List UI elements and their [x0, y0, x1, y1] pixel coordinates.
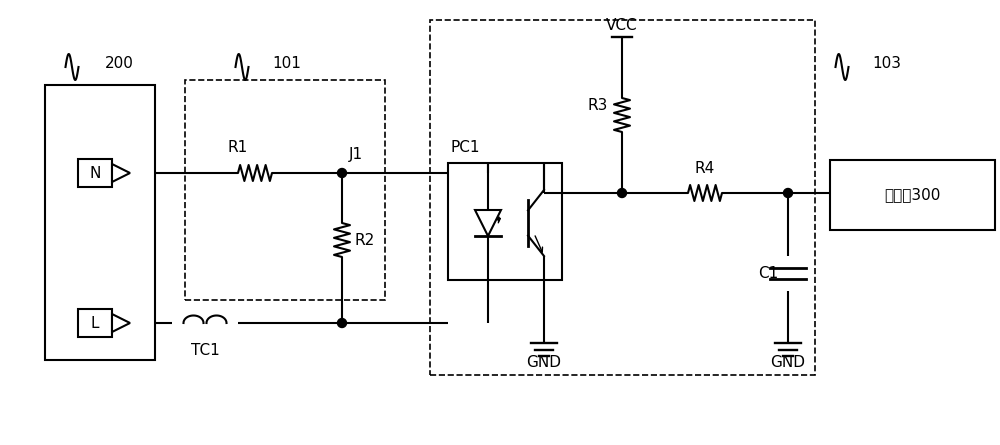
Text: R4: R4 — [695, 161, 715, 176]
Bar — [45, 85, 155, 360]
Text: 103: 103 — [872, 56, 901, 70]
Bar — [78, 159, 112, 187]
Text: L: L — [91, 316, 99, 331]
Text: 控制器300: 控制器300 — [884, 187, 941, 202]
Circle shape — [618, 189, 626, 198]
Circle shape — [338, 169, 347, 178]
Polygon shape — [475, 210, 501, 236]
Polygon shape — [112, 164, 130, 182]
Bar — [830, 160, 995, 230]
Bar — [185, 80, 385, 300]
Text: VCC: VCC — [606, 18, 638, 33]
Text: R3: R3 — [588, 97, 608, 113]
Circle shape — [338, 319, 347, 328]
Text: 101: 101 — [272, 56, 301, 70]
Bar — [448, 163, 562, 280]
Text: R1: R1 — [228, 140, 248, 155]
Text: TC1: TC1 — [191, 343, 219, 358]
Text: GND: GND — [770, 355, 806, 370]
Text: GND: GND — [526, 355, 562, 370]
Text: C1: C1 — [758, 266, 778, 280]
Text: N: N — [89, 166, 101, 181]
Bar — [430, 20, 815, 375]
Text: PC1: PC1 — [450, 140, 480, 155]
Bar — [78, 309, 112, 337]
Polygon shape — [112, 314, 130, 332]
Text: J1: J1 — [349, 147, 363, 162]
Text: 200: 200 — [105, 56, 134, 70]
Text: R2: R2 — [354, 232, 374, 247]
Circle shape — [784, 189, 792, 198]
